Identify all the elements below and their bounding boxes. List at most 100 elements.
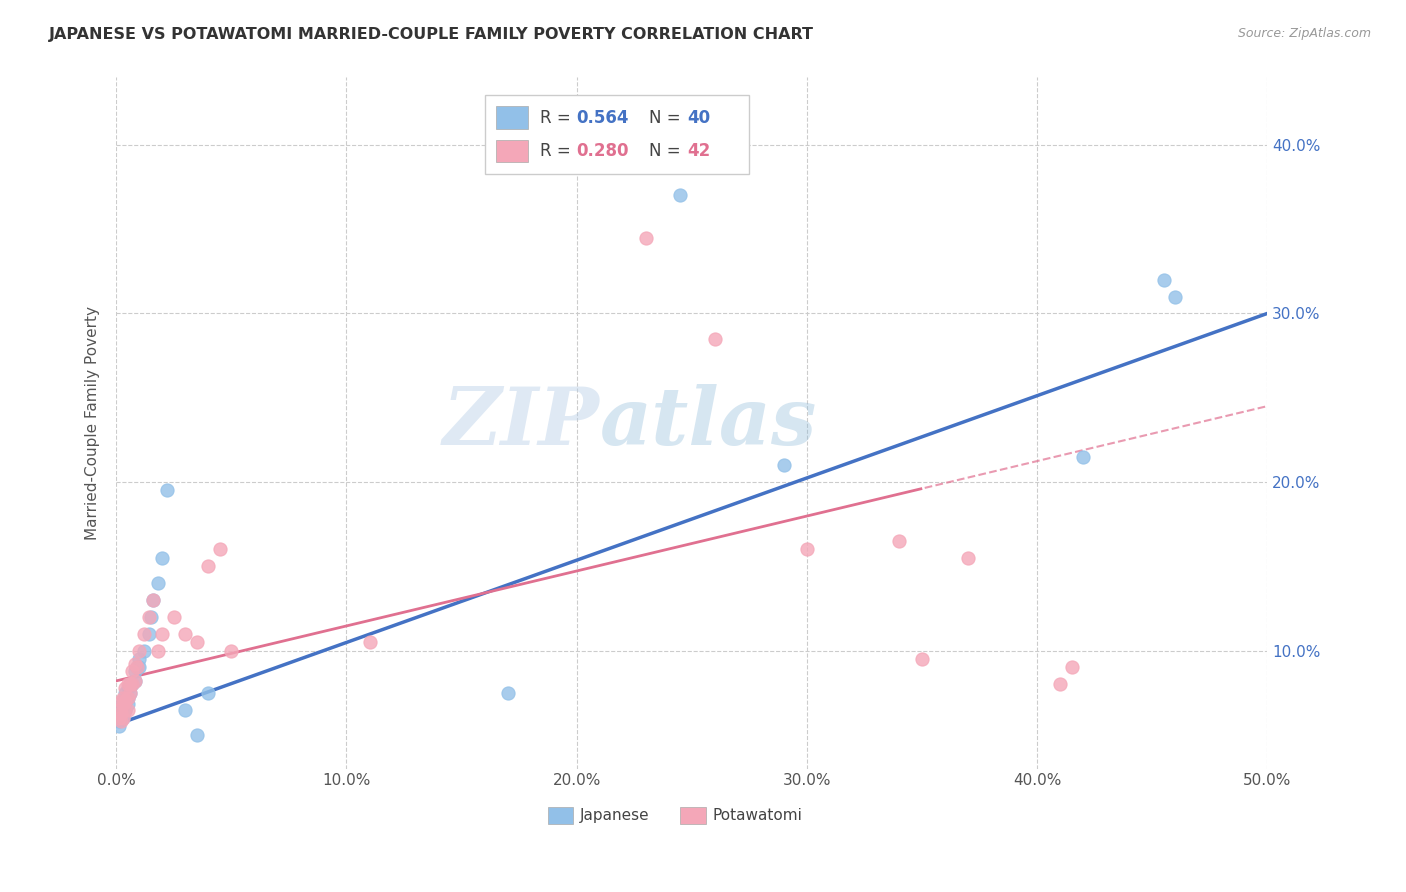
Point xyxy=(138,610,160,624)
Point xyxy=(110,694,132,708)
Point xyxy=(197,686,219,700)
FancyBboxPatch shape xyxy=(496,140,529,162)
Point xyxy=(117,698,139,712)
Point xyxy=(110,707,132,722)
Point xyxy=(208,542,231,557)
Point xyxy=(150,626,173,640)
Text: Japanese: Japanese xyxy=(581,808,650,823)
Point xyxy=(150,550,173,565)
Point xyxy=(957,550,980,565)
Point xyxy=(124,673,146,688)
Point xyxy=(107,719,129,733)
Point xyxy=(114,702,136,716)
Point xyxy=(1049,677,1071,691)
Point xyxy=(142,593,165,607)
Point xyxy=(221,643,243,657)
Point xyxy=(1060,660,1083,674)
Point xyxy=(112,698,135,712)
Point xyxy=(1164,289,1187,303)
Point xyxy=(773,458,796,472)
Point xyxy=(107,711,129,725)
Point xyxy=(112,690,135,705)
Point xyxy=(128,660,150,674)
Point xyxy=(114,681,136,695)
Text: 42: 42 xyxy=(688,143,710,161)
Point xyxy=(174,702,197,716)
Point xyxy=(114,702,136,716)
Point xyxy=(163,610,186,624)
Point xyxy=(174,626,197,640)
Point xyxy=(121,664,143,678)
FancyBboxPatch shape xyxy=(681,807,706,824)
Point xyxy=(107,714,129,729)
Text: R =: R = xyxy=(540,143,576,161)
Point xyxy=(114,686,136,700)
Text: Source: ZipAtlas.com: Source: ZipAtlas.com xyxy=(1237,27,1371,40)
Y-axis label: Married-Couple Family Poverty: Married-Couple Family Poverty xyxy=(86,306,100,540)
Point xyxy=(117,677,139,691)
Point xyxy=(156,483,179,498)
Point xyxy=(117,702,139,716)
Point xyxy=(125,660,148,674)
Point xyxy=(197,559,219,574)
Point xyxy=(139,610,162,624)
Point xyxy=(634,230,657,244)
Point xyxy=(703,332,725,346)
Point xyxy=(1153,273,1175,287)
Point xyxy=(138,626,160,640)
Point xyxy=(911,652,934,666)
Point xyxy=(124,673,146,688)
Point xyxy=(146,643,169,657)
Point xyxy=(496,686,519,700)
FancyBboxPatch shape xyxy=(496,106,529,128)
Point xyxy=(124,664,146,678)
Point xyxy=(186,728,208,742)
Point xyxy=(146,576,169,591)
Point xyxy=(121,677,143,691)
Text: 40: 40 xyxy=(688,109,710,127)
Point xyxy=(112,694,135,708)
Point xyxy=(120,677,142,691)
Point xyxy=(117,690,139,705)
Point xyxy=(128,643,150,657)
Text: ZIP: ZIP xyxy=(443,384,600,462)
Point xyxy=(112,711,135,725)
Point xyxy=(110,706,132,720)
Point xyxy=(186,635,208,649)
FancyBboxPatch shape xyxy=(548,807,574,824)
Point xyxy=(114,694,136,708)
Point xyxy=(359,635,381,649)
Point xyxy=(125,660,148,674)
Text: N =: N = xyxy=(650,109,686,127)
Point xyxy=(887,533,910,548)
Text: JAPANESE VS POTAWATOMI MARRIED-COUPLE FAMILY POVERTY CORRELATION CHART: JAPANESE VS POTAWATOMI MARRIED-COUPLE FA… xyxy=(49,27,814,42)
Point xyxy=(121,677,143,691)
Text: N =: N = xyxy=(650,143,686,161)
Point xyxy=(132,626,155,640)
Text: R =: R = xyxy=(540,109,576,127)
Point xyxy=(124,657,146,671)
Point xyxy=(796,542,818,557)
Point xyxy=(128,652,150,666)
Point xyxy=(110,714,132,729)
Point xyxy=(112,711,135,725)
Point xyxy=(120,677,142,691)
Point xyxy=(112,706,135,720)
Text: 0.280: 0.280 xyxy=(576,143,630,161)
Point xyxy=(142,593,165,607)
Point xyxy=(120,686,142,700)
Point xyxy=(669,188,692,202)
Point xyxy=(117,681,139,695)
Point xyxy=(120,686,142,700)
Point xyxy=(110,711,132,725)
Point xyxy=(114,694,136,708)
Text: 0.564: 0.564 xyxy=(576,109,630,127)
Point xyxy=(1071,450,1094,464)
Point xyxy=(112,698,135,712)
Point xyxy=(110,702,132,716)
Point xyxy=(107,711,129,725)
Point xyxy=(117,690,139,705)
Text: atlas: atlas xyxy=(600,384,817,462)
Point xyxy=(107,702,129,716)
Text: Potawatomi: Potawatomi xyxy=(713,808,803,823)
